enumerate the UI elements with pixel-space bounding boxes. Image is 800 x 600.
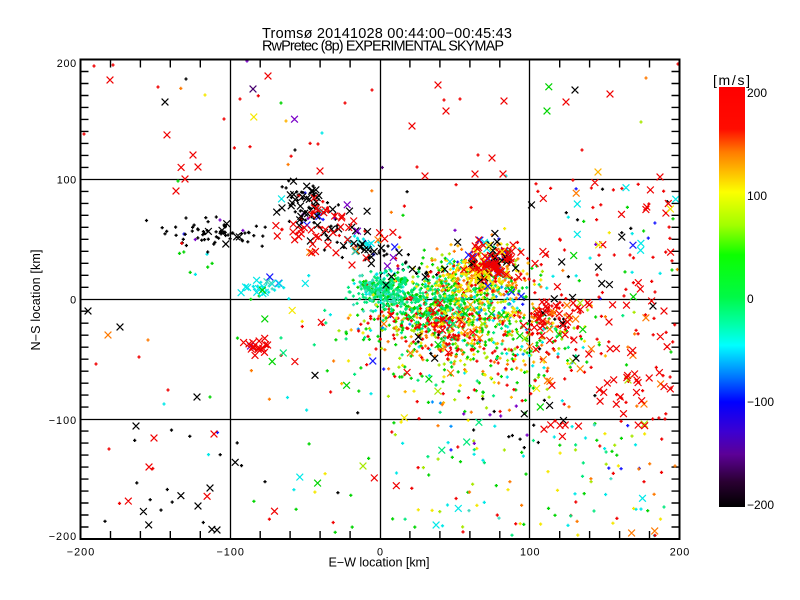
svg-text:100: 100 [520,546,540,558]
svg-text:−200: −200 [747,498,774,512]
svg-text:RwPretec (8p) EXPERIMENTAL SKY: RwPretec (8p) EXPERIMENTAL SKYMAP [262,39,504,55]
svg-text:N−S location [km]: N−S location [km] [29,250,43,351]
svg-text:−100: −100 [49,415,77,427]
svg-text:200: 200 [747,86,767,100]
svg-text:0: 0 [70,295,76,307]
svg-text:−100: −100 [216,546,244,558]
svg-text:100: 100 [57,175,77,187]
svg-text:−200: −200 [67,546,95,558]
svg-text:[m/s]: [m/s] [713,72,750,88]
svg-text:100: 100 [747,189,767,203]
svg-text:200: 200 [670,546,690,558]
svg-text:−200: −200 [49,531,77,543]
svg-text:Tromsø 20141028 00:44:00−00:45: Tromsø 20141028 00:44:00−00:45:43 [262,26,512,42]
svg-text:−100: −100 [747,395,774,409]
svg-text:200: 200 [57,58,77,70]
svg-text:0: 0 [747,292,754,306]
svg-text:E−W location [km]: E−W location [km] [329,556,430,570]
svg-text:0: 0 [377,546,383,558]
